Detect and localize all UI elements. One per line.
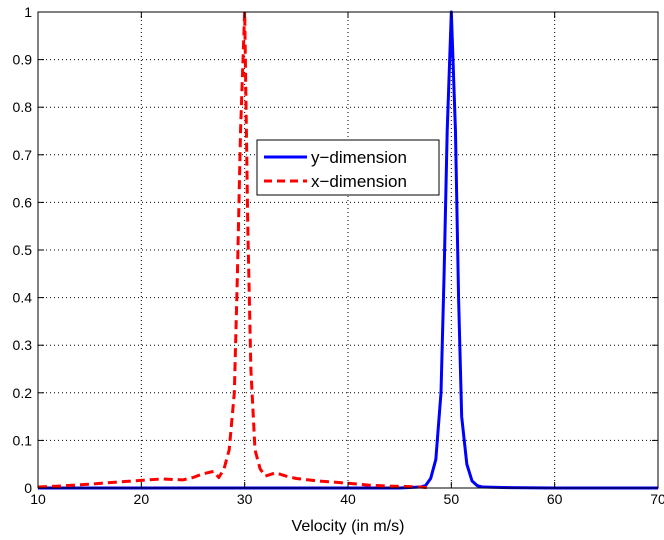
y-tick-label: 0.4 <box>13 290 33 306</box>
y-tick-label: 0 <box>24 480 32 496</box>
y-tick-label: 0.5 <box>13 242 33 258</box>
x-tick-label: 70 <box>650 491 664 507</box>
x-tick-label: 20 <box>134 491 150 507</box>
x-axis-label: Velocity (in m/s) <box>292 518 405 535</box>
x-tick-label: 10 <box>30 491 46 507</box>
series-line-x-dimension <box>37 10 431 490</box>
legend: y−dimension x−dimension <box>256 139 440 196</box>
legend-label-y-dimension: y−dimension <box>311 148 407 167</box>
x-tick-label: 50 <box>444 491 460 507</box>
grid-lines <box>38 12 658 488</box>
axis-ticks: 10 20 30 40 50 60 70 0 0.1 0.2 0.3 0.4 0.5 0.6 0.7 0.8 0… <box>13 4 664 507</box>
x-tick-label: 40 <box>340 491 356 507</box>
y-tick-label: 0.7 <box>13 147 33 163</box>
x-tick-label: 60 <box>547 491 563 507</box>
x-tick-label: 30 <box>237 491 253 507</box>
legend-label-x-dimension: x−dimension <box>311 172 407 191</box>
y-tick-label: 0.8 <box>13 99 33 115</box>
y-tick-label: 0.9 <box>13 52 33 68</box>
legend-box <box>256 139 440 196</box>
y-tick-label: 1 <box>24 4 32 20</box>
y-tick-label: 0.3 <box>13 337 33 353</box>
y-tick-label: 0.2 <box>13 385 33 401</box>
y-tick-label: 0.6 <box>13 194 33 210</box>
y-tick-label: 0.1 <box>13 432 33 448</box>
